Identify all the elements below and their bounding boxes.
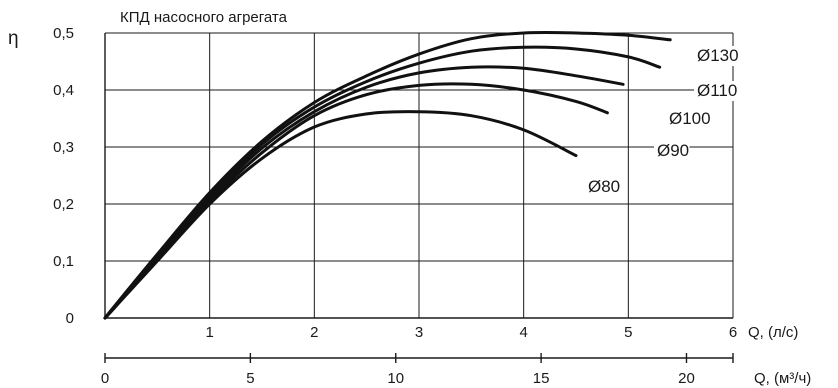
curve-label-d130: Ø130 <box>697 46 739 65</box>
x-tick-label: 1 <box>205 324 213 341</box>
curve-label-d80: Ø80 <box>588 177 620 196</box>
curve-label-bg <box>654 141 690 161</box>
chart-title: КПД насосного агрегата <box>120 9 288 26</box>
y-tick-label: 0 <box>66 310 74 327</box>
axes <box>104 33 734 363</box>
curve-d90 <box>103 82 609 320</box>
curve-d110 <box>103 45 662 320</box>
x-tick-label: 6 <box>729 324 737 341</box>
y-axis-label: η <box>8 28 19 49</box>
y-tick-label: 0,5 <box>53 25 74 42</box>
labels: 0 0,1 0,2 0,3 0,4 0,5 1 2 3 4 5 6 0 5 10 15 20 Ø80 Ø90 Ø100… <box>53 25 740 387</box>
curve-label-bg <box>694 46 740 66</box>
curve-label-d90: Ø90 <box>657 141 689 160</box>
y-tick-label: 0,3 <box>53 139 74 156</box>
curve-d80 <box>103 110 578 320</box>
y-tick-label: 0,2 <box>53 196 74 213</box>
grid <box>105 32 734 318</box>
curve-label-d100: Ø100 <box>669 109 711 128</box>
x2-tick-label: 20 <box>678 370 695 387</box>
curve-d130 <box>103 30 672 320</box>
x2-tick-label: 0 <box>101 370 109 387</box>
curve-label-d110: Ø110 <box>697 81 737 100</box>
x-tick-label: 3 <box>415 324 423 341</box>
curves <box>103 30 672 320</box>
y-tick-label: 0,4 <box>53 82 74 99</box>
x-axis-label: Q, (л/с) <box>748 324 798 341</box>
x-tick-label: 2 <box>310 324 318 341</box>
curve-label-bg <box>694 81 740 101</box>
x-tick-label: 5 <box>624 324 632 341</box>
x-tick-label: 4 <box>519 324 527 341</box>
curve-label-bg <box>585 177 621 197</box>
curve-label-bg <box>666 109 712 129</box>
x2-axis-label: Q, (м³/ч) <box>754 370 811 387</box>
x2-tick-label: 15 <box>533 370 550 387</box>
curve-d100 <box>103 65 625 320</box>
x2-tick-label: 5 <box>246 370 254 387</box>
x2-tick-label: 10 <box>387 370 404 387</box>
y-tick-label: 0,1 <box>53 253 74 270</box>
